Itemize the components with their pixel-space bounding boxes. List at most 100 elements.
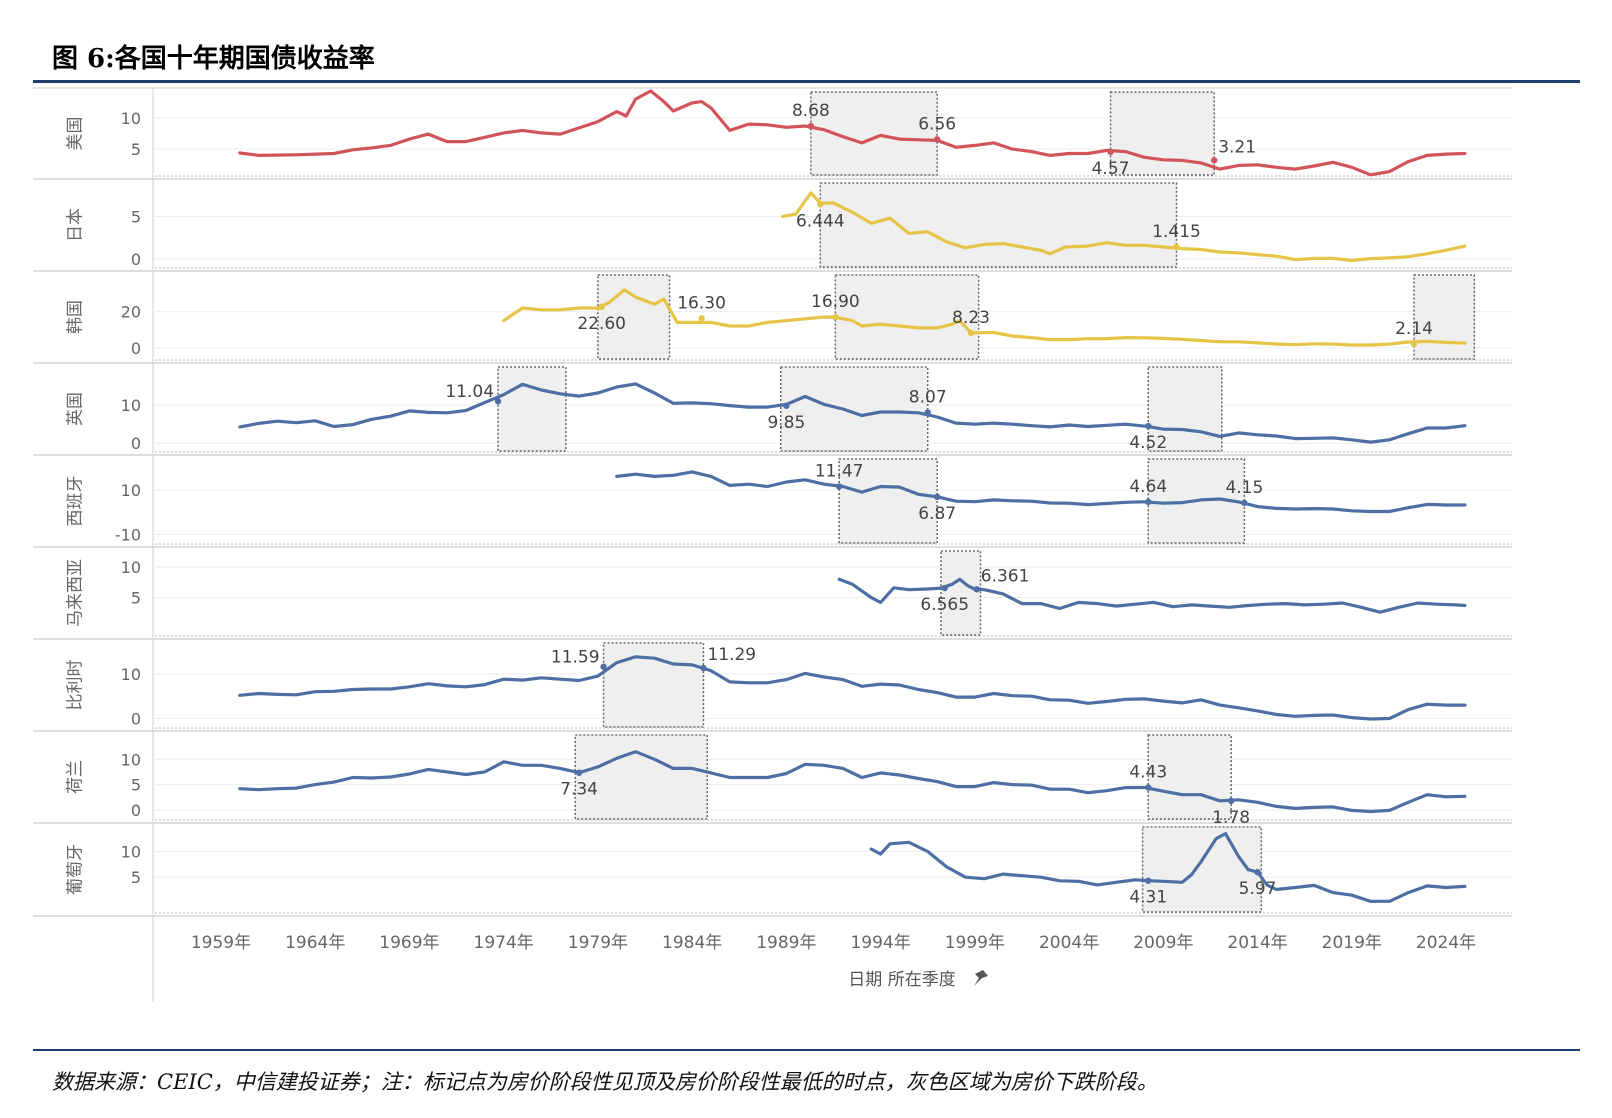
panel-6-ytick-label: 10 <box>121 558 141 577</box>
x-tick-label: 1979年 <box>568 933 628 953</box>
panel-4-annotation-label-4: 4.52 <box>1129 433 1167 453</box>
panel-3-series-line <box>502 288 1467 347</box>
panel-5-annotation-label-4: 4.15 <box>1225 478 1263 498</box>
panel-8-annotation-marker-2 <box>1145 784 1152 791</box>
panel-3-ytick-label: 0 <box>131 339 141 358</box>
panel-6-annotation-label-2: 6.361 <box>981 566 1030 586</box>
panel-6-shaded-region-1 <box>940 550 982 636</box>
panel-2-annotation-label-2: 1.415 <box>1152 222 1201 242</box>
panel-4-series-line <box>238 382 1467 444</box>
x-tick-label: 1969年 <box>379 933 439 953</box>
top-rule <box>33 80 1580 83</box>
panel-7-series-line <box>238 655 1467 721</box>
panel-3-annotation-marker-3 <box>832 313 839 321</box>
panel-6-annotation-label-1: 6.565 <box>920 595 969 615</box>
x-tick-label: 1964年 <box>285 933 345 953</box>
panel-6-series-line <box>837 577 1467 614</box>
panel-5-ytick-label: 10 <box>121 481 141 500</box>
panel-5-annotation-marker-4 <box>1241 499 1248 507</box>
panel-8-series-line <box>238 750 1467 814</box>
panel-1-annotation-label-2: 6.56 <box>918 114 956 134</box>
panel-7-country-label: 比利时 <box>66 660 86 711</box>
panel-6-ytick-label: 5 <box>131 589 141 608</box>
pin-icon <box>974 970 988 986</box>
panel-2-series-line <box>781 191 1467 263</box>
panel-1-ytick-label: 5 <box>131 140 141 159</box>
panel-3-annotation-label-5: 2.14 <box>1395 319 1433 339</box>
panel-7-ytick-label: 10 <box>121 665 141 684</box>
figure-title: 图 6:各国十年期国债收益率 <box>52 44 375 74</box>
panel-2-shaded-region-1 <box>819 182 1178 268</box>
panel-8-annotation-marker-1 <box>575 769 583 776</box>
panel-9-annotation-label-1: 4.31 <box>1129 888 1167 908</box>
x-tick-label: 2024年 <box>1416 933 1476 953</box>
x-tick-label: 1989年 <box>756 933 816 953</box>
panel-4-annotation-marker-3 <box>924 409 931 416</box>
panel-3-annotation-marker-4 <box>967 329 975 337</box>
panel-3-annotation-marker-2 <box>698 315 705 322</box>
panel-1-annotation-marker-4 <box>1211 157 1218 164</box>
x-tick-label: 2009年 <box>1133 933 1193 953</box>
panel-4-ytick-label: 10 <box>121 396 141 415</box>
panel-1-annotation-label-3: 4.57 <box>1092 159 1130 179</box>
panel-4-annotation-marker-1 <box>494 398 502 405</box>
panel-1-annotation-marker-1 <box>807 122 815 130</box>
panel-3-annotation-marker-5 <box>1410 340 1418 348</box>
panel-7-shaded-region-1 <box>602 642 705 728</box>
panel-2-country-label: 日本 <box>66 208 86 242</box>
panel-8-country-label: 荷兰 <box>66 760 86 794</box>
panel-4-annotation-label-3: 8.07 <box>909 388 947 408</box>
panel-3-shaded-region-1 <box>597 274 671 360</box>
x-tick-label: 2014年 <box>1227 933 1287 953</box>
panel-1-ytick-label: 10 <box>121 109 141 128</box>
x-tick-label: 1994年 <box>850 933 910 953</box>
panel-5-annotation-marker-2 <box>933 493 941 501</box>
panel-5-ytick-label: -10 <box>115 526 141 545</box>
x-tick-label: 2019年 <box>1322 933 1382 953</box>
panel-4-ytick-label: 0 <box>131 434 141 453</box>
panel-1-annotation-marker-2 <box>933 136 941 143</box>
panel-1-annotation-label-1: 8.68 <box>792 101 830 121</box>
panel-4-country-label: 英国 <box>66 392 86 426</box>
panel-7-annotation-marker-1 <box>600 663 607 670</box>
panel-5-annotation-label-1: 11.47 <box>815 462 864 482</box>
x-axis-title: 日期 所在季度 <box>848 970 955 990</box>
panel-5-annotation-label-3: 4.64 <box>1129 477 1167 497</box>
panel-9-annotation-marker-1 <box>1145 877 1152 884</box>
x-tick-label: 1999年 <box>945 933 1005 953</box>
panel-6-annotation-marker-2 <box>973 586 980 593</box>
panel-4-shaded-region-3 <box>1147 366 1223 452</box>
panel-8-ytick-label: 10 <box>121 750 141 769</box>
panel-4-shaded-region-2 <box>779 366 929 452</box>
panel-2-annotation-marker-1 <box>817 201 824 208</box>
panel-2-annotation-marker-2 <box>1173 243 1180 251</box>
panel-1-annotation-label-4: 3.21 <box>1218 137 1256 157</box>
panel-3-annotation-label-2: 16.30 <box>677 293 726 313</box>
panel-7-annotation-label-1: 11.59 <box>551 648 600 668</box>
panel-2-ytick-label: 0 <box>131 250 141 269</box>
bottom-rule <box>33 1049 1580 1051</box>
panel-3-shaded-region-2 <box>834 274 980 360</box>
panel-3-annotation-label-3: 16.90 <box>811 292 860 312</box>
panel-8-shaded-region-2 <box>1147 734 1232 820</box>
panel-3-annotation-label-4: 8.23 <box>952 308 990 328</box>
panel-5-shaded-region-1 <box>838 458 938 544</box>
panel-7-annotation-marker-2 <box>700 664 707 672</box>
panel-5-series-line <box>615 470 1467 514</box>
panel-2-annotation-label-1: 6.444 <box>796 211 845 231</box>
panel-9-ytick-label: 10 <box>121 843 141 862</box>
panel-4-annotation-marker-4 <box>1145 422 1152 430</box>
panel-9-shaded-region-1 <box>1141 826 1263 913</box>
panel-9-annotation-label-2: 5.97 <box>1239 879 1277 899</box>
panel-6-country-label: 马来西亚 <box>66 559 86 627</box>
panel-3-annotation-marker-1 <box>598 303 605 311</box>
panel-6-annotation-marker-1 <box>941 584 948 592</box>
panel-1-annotation-marker-3 <box>1107 148 1114 156</box>
panel-4-annotation-marker-2 <box>783 402 790 409</box>
panel-2-ytick-label: 5 <box>131 208 141 227</box>
panel-5-annotation-marker-1 <box>835 483 843 490</box>
panel-8-shaded-region-1 <box>574 734 708 820</box>
panel-9-annotation-marker-2 <box>1254 869 1261 876</box>
panel-4-shaded-region-1 <box>497 366 567 452</box>
